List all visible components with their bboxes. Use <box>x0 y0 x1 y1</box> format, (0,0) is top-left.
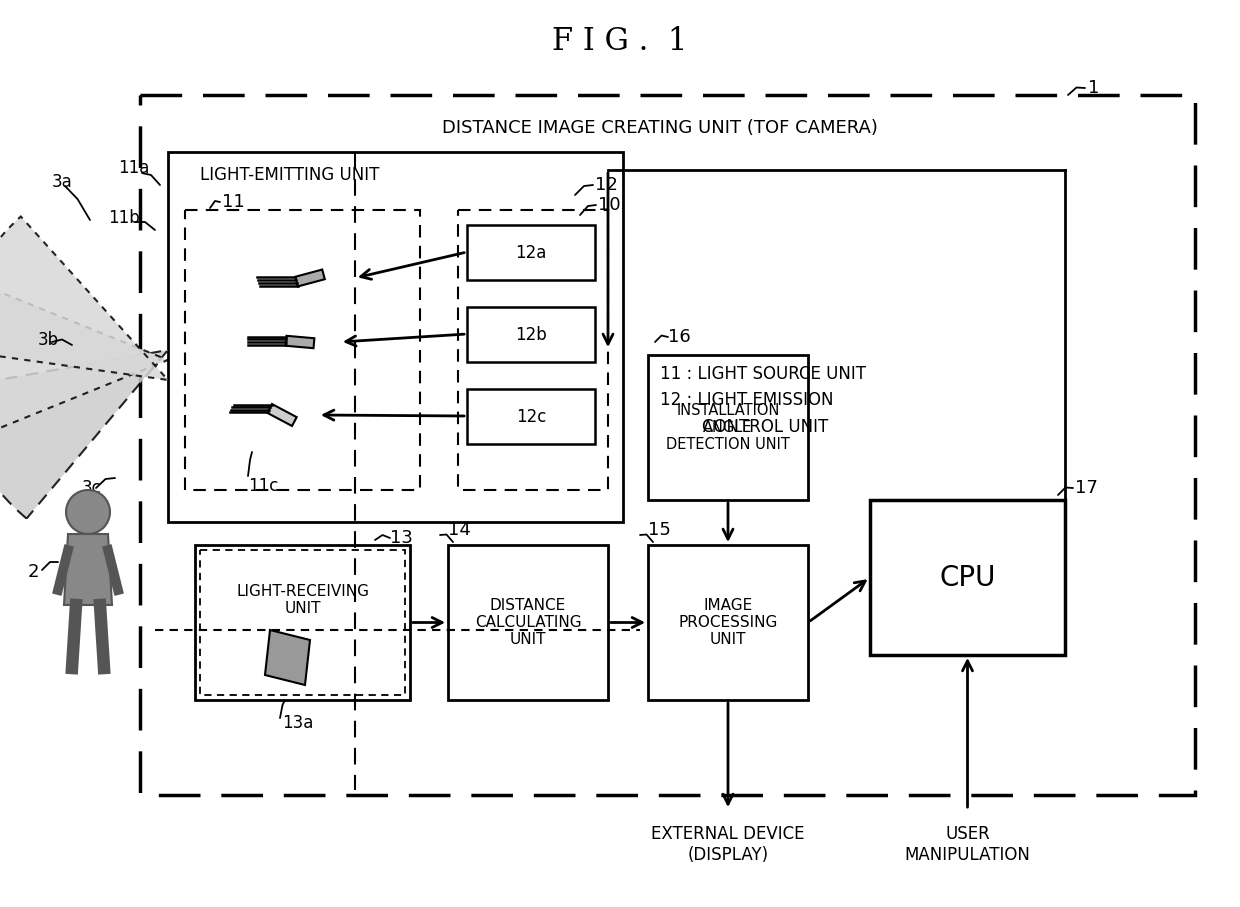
Wedge shape <box>0 350 167 519</box>
Text: 13a: 13a <box>281 714 314 732</box>
Bar <box>140 95 1195 795</box>
Bar <box>649 355 808 500</box>
Polygon shape <box>268 404 296 426</box>
Text: F I G .  1: F I G . 1 <box>552 26 688 57</box>
Text: INSTALLATION
ANGLE
DETECTION UNIT: INSTALLATION ANGLE DETECTION UNIT <box>666 403 790 453</box>
Text: 15: 15 <box>649 521 671 539</box>
Bar <box>467 307 595 362</box>
Text: 11c: 11c <box>248 477 278 495</box>
Text: 12c: 12c <box>516 407 546 425</box>
Bar <box>467 225 595 280</box>
Text: USER
MANIPULATION: USER MANIPULATION <box>904 825 1030 863</box>
Circle shape <box>66 490 110 534</box>
Text: 12b: 12b <box>515 326 547 344</box>
Text: 11a: 11a <box>118 159 149 177</box>
Text: DISTANCE IMAGE CREATING UNIT (TOF CAMERA): DISTANCE IMAGE CREATING UNIT (TOF CAMERA… <box>443 119 878 137</box>
Wedge shape <box>0 217 167 380</box>
Text: 14: 14 <box>448 521 471 539</box>
Text: IMAGE
PROCESSING
UNIT: IMAGE PROCESSING UNIT <box>678 598 777 648</box>
Polygon shape <box>295 269 325 287</box>
Text: 2: 2 <box>29 563 40 581</box>
Polygon shape <box>265 630 310 685</box>
Text: LIGHT-RECEIVING
UNIT: LIGHT-RECEIVING UNIT <box>236 584 370 616</box>
Bar <box>448 545 608 700</box>
Bar <box>870 500 1065 655</box>
Text: 1: 1 <box>1087 79 1100 97</box>
Bar <box>200 550 405 695</box>
Wedge shape <box>0 278 167 443</box>
Text: 13: 13 <box>391 529 413 547</box>
Text: DISTANCE
CALCULATING
UNIT: DISTANCE CALCULATING UNIT <box>475 598 582 648</box>
Text: 3c: 3c <box>82 479 102 497</box>
Text: 12a: 12a <box>516 243 547 261</box>
Bar <box>185 210 420 490</box>
Bar <box>195 545 410 700</box>
Text: 12: 12 <box>595 176 618 194</box>
Bar <box>467 389 595 444</box>
Text: 3a: 3a <box>52 173 73 191</box>
Text: 11: 11 <box>222 193 244 211</box>
Text: 10: 10 <box>598 196 621 214</box>
Text: 3b: 3b <box>38 331 60 349</box>
Text: 11b: 11b <box>108 209 140 227</box>
Text: EXTERNAL DEVICE
(DISPLAY): EXTERNAL DEVICE (DISPLAY) <box>651 825 805 863</box>
Text: 11 : LIGHT SOURCE UNIT
12 : LIGHT EMISSION
        CONTROL UNIT: 11 : LIGHT SOURCE UNIT 12 : LIGHT EMISSI… <box>660 365 866 435</box>
Text: LIGHT-EMITTING UNIT: LIGHT-EMITTING UNIT <box>201 166 379 184</box>
Text: CPU: CPU <box>940 563 996 591</box>
Text: 16: 16 <box>668 328 691 346</box>
Bar <box>649 545 808 700</box>
Bar <box>458 210 608 490</box>
Polygon shape <box>285 336 315 348</box>
Bar <box>167 152 622 522</box>
Text: 17: 17 <box>1075 479 1097 497</box>
Polygon shape <box>64 534 112 605</box>
